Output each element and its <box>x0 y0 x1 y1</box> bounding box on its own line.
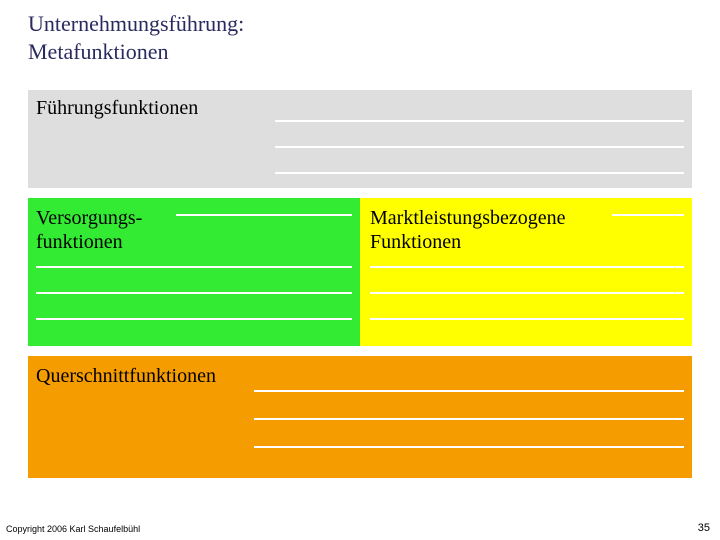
placeholder-line <box>275 172 684 174</box>
label-versorgung-l1: Versorgungs- <box>36 207 142 229</box>
label-versorgung: Versorgungs- funktionen <box>36 206 142 254</box>
placeholder-line <box>254 418 684 420</box>
placeholder-line <box>36 292 352 294</box>
label-markt-l1: Marktleistungsbezogene <box>370 207 566 229</box>
label-markt: Marktleistungsbezogene Funktionen <box>370 206 566 254</box>
placeholder-line <box>36 318 352 320</box>
label-versorgung-l2: funktionen <box>36 231 123 253</box>
placeholder-line <box>370 318 684 320</box>
placeholder-line <box>370 292 684 294</box>
placeholder-line <box>36 266 352 268</box>
label-querschnitt: Querschnittfunktionen <box>36 364 216 388</box>
placeholder-line <box>612 214 684 216</box>
placeholder-line <box>275 146 684 148</box>
placeholder-line <box>370 266 684 268</box>
placeholder-line <box>275 120 684 122</box>
slide-title: Unternehmungsführung: Metafunktionen <box>28 10 244 65</box>
placeholder-line <box>254 446 684 448</box>
placeholder-line <box>254 390 684 392</box>
placeholder-line <box>176 214 352 216</box>
title-line-1: Unternehmungsführung: <box>28 11 244 36</box>
slide: Unternehmungsführung: Metafunktionen Füh… <box>0 0 720 540</box>
copyright-text: Copyright 2006 Karl Schaufelbühl <box>6 524 140 534</box>
label-fuehrung: Führungsfunktionen <box>36 96 198 120</box>
page-number: 35 <box>698 522 710 534</box>
label-markt-l2: Funktionen <box>370 231 461 253</box>
title-line-2: Metafunktionen <box>28 39 169 64</box>
